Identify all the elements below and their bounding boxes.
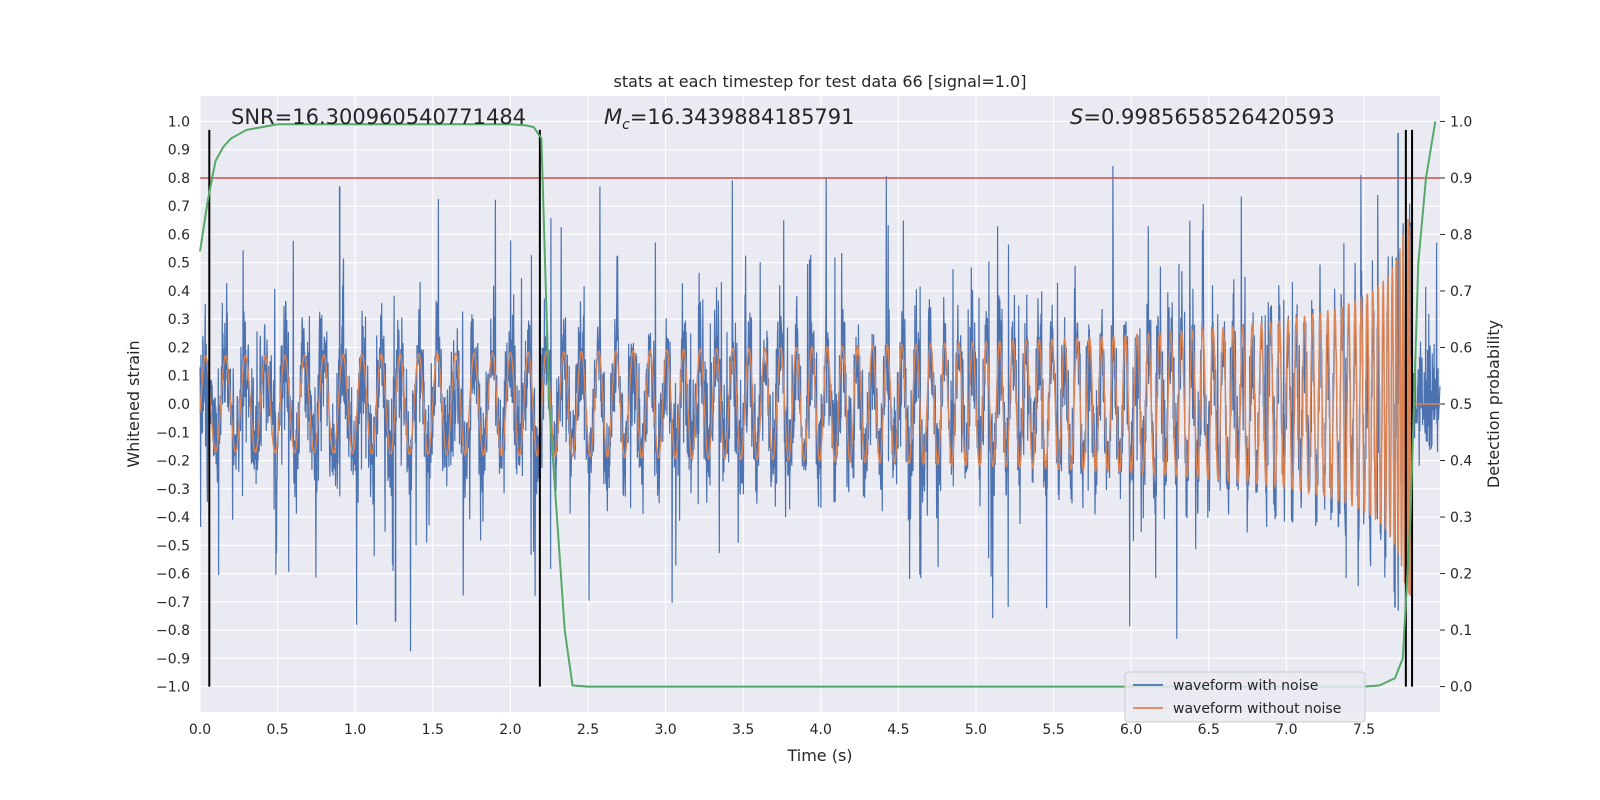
s-value: =0.9985658526420593 bbox=[1083, 105, 1334, 129]
overlay-layer bbox=[199, 121, 1440, 688]
y-tick-label: 0.2 bbox=[168, 340, 190, 356]
s-symbol: S bbox=[1070, 105, 1083, 129]
y-tick-label: −0.8 bbox=[156, 623, 190, 639]
y-tick-label: −1.0 bbox=[156, 680, 190, 696]
y2-tick-label: 0.7 bbox=[1450, 284, 1472, 300]
y2-tick-label: 0.5 bbox=[1450, 397, 1472, 413]
y-tick-label: 0.8 bbox=[168, 171, 190, 187]
x-tick-label: 5.0 bbox=[965, 722, 987, 738]
chirp-mass-symbol: M bbox=[604, 105, 622, 129]
y2-tick-label: 1.0 bbox=[1450, 114, 1472, 130]
y-tick-label: −0.6 bbox=[156, 567, 190, 583]
legend-entry-clean: waveform without noise bbox=[1173, 701, 1341, 717]
waveform-without-noise-series bbox=[199, 217, 1440, 597]
y-tick-label: −0.2 bbox=[156, 454, 190, 470]
chirp-mass-subscript: c bbox=[622, 117, 630, 133]
x-tick-label: 1.0 bbox=[344, 722, 366, 738]
y-tick-label: 0.3 bbox=[168, 312, 190, 328]
probability-line bbox=[199, 121, 1437, 688]
legend-box bbox=[1124, 671, 1366, 723]
x-tick-label: 4.5 bbox=[887, 722, 909, 738]
x-tick-label: 3.5 bbox=[732, 722, 754, 738]
y-tick-label: 1.0 bbox=[168, 114, 190, 130]
y-tick-label: 0.5 bbox=[168, 256, 190, 272]
y2-tick-label: 0.4 bbox=[1450, 454, 1472, 470]
y2-axis-label: Detection probability bbox=[1484, 320, 1503, 488]
x-tick-label: 0.5 bbox=[266, 722, 288, 738]
x-tick-label: 6.5 bbox=[1198, 722, 1220, 738]
legend-entry-noise: waveform with noise bbox=[1173, 678, 1318, 694]
chirp-mass-value: =16.3439884185791 bbox=[630, 105, 855, 129]
x-tick-label: 6.0 bbox=[1120, 722, 1142, 738]
x-tick-label: 7.5 bbox=[1353, 722, 1375, 738]
y-tick-label: −0.1 bbox=[156, 425, 190, 441]
chirp-trace bbox=[199, 217, 1440, 597]
y-tick-label: 0.9 bbox=[168, 143, 190, 159]
chirp-mass-annotation: Mc=16.3439884185791 bbox=[604, 105, 855, 133]
y2-tick-label: 0.3 bbox=[1450, 510, 1472, 526]
y-tick-label: −0.5 bbox=[156, 538, 190, 554]
snr-annotation: SNR=16.300960540771484 bbox=[231, 105, 526, 129]
y2-tick-label: 0.2 bbox=[1450, 567, 1472, 583]
y-tick-label: −0.9 bbox=[156, 651, 190, 667]
x-tick-label: 5.5 bbox=[1042, 722, 1064, 738]
x-tick-label: 4.0 bbox=[810, 722, 832, 738]
tick-layer: 0.0 0.5 1.0 1.5 2.0 2.5 3.0 3.5 4.0 4.5 5.0 5.5 6.0 6… bbox=[156, 114, 1472, 738]
x-tick-label: 2.5 bbox=[577, 722, 599, 738]
noise-trace bbox=[199, 165, 1441, 652]
x-tick-label: 1.5 bbox=[422, 722, 444, 738]
y2-tick-label: 0.1 bbox=[1450, 623, 1472, 639]
x-axis-label: Time (s) bbox=[786, 746, 852, 765]
x-tick-label: 7.0 bbox=[1275, 722, 1297, 738]
x-tick-label: 0.0 bbox=[189, 722, 211, 738]
y-axis-label: Whitened strain bbox=[124, 340, 143, 467]
y-tick-label: 0.0 bbox=[168, 397, 190, 413]
legend: waveform with noise waveform without noi… bbox=[1124, 671, 1366, 723]
y-tick-label: −0.3 bbox=[156, 482, 190, 498]
y-tick-label: 0.7 bbox=[168, 199, 190, 215]
y2-tick-label: 0.0 bbox=[1450, 680, 1472, 696]
y2-tick-label: 0.8 bbox=[1450, 227, 1472, 243]
x-tick-label: 2.0 bbox=[499, 722, 521, 738]
y-tick-label: −0.4 bbox=[156, 510, 190, 526]
x-tick-label: 3.0 bbox=[654, 722, 676, 738]
y2-tick-label: 0.9 bbox=[1450, 171, 1472, 187]
y-tick-label: −0.7 bbox=[156, 595, 190, 611]
y-tick-label: 0.6 bbox=[168, 227, 190, 243]
chart-title: stats at each timestep for test data 66 … bbox=[614, 72, 1027, 91]
y2-tick-label: 0.6 bbox=[1450, 340, 1472, 356]
s-annotation: S=0.9985658526420593 bbox=[1070, 105, 1335, 129]
y-tick-label: 0.1 bbox=[168, 369, 190, 385]
y-tick-label: 0.4 bbox=[168, 284, 190, 300]
